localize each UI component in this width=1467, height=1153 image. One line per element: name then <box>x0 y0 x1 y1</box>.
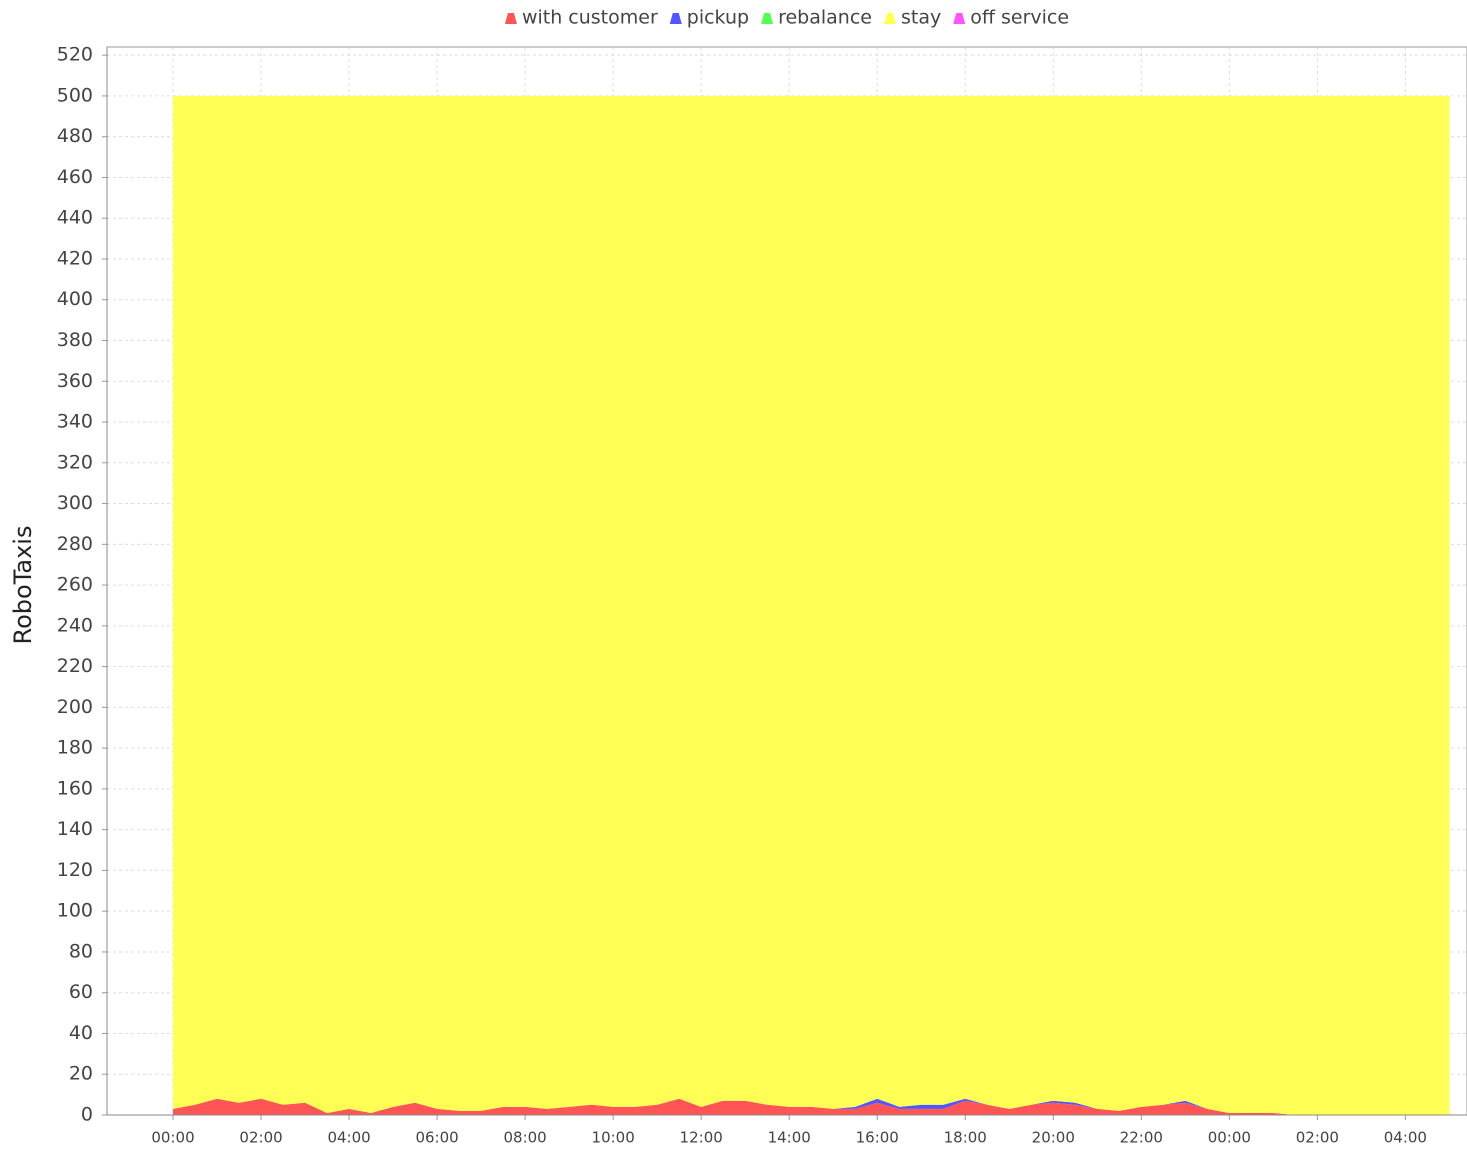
x-tick-label: 04:00 <box>327 1129 370 1147</box>
y-tick-label: 440 <box>57 207 93 229</box>
x-tick-label: 00:00 <box>151 1129 194 1147</box>
y-tick-label: 100 <box>57 900 93 922</box>
x-tick-label: 04:00 <box>1384 1129 1427 1147</box>
y-tick-label: 320 <box>57 451 93 473</box>
legend-label: off service <box>970 7 1069 29</box>
x-tick-label: 20:00 <box>1032 1129 1075 1147</box>
y-tick-label: 420 <box>57 247 93 269</box>
x-tick-label: 08:00 <box>504 1129 547 1147</box>
y-tick-label: 260 <box>57 574 93 596</box>
y-tick-label: 180 <box>57 737 93 759</box>
y-tick-label: 20 <box>69 1063 93 1085</box>
y-tick-label: 500 <box>57 84 93 106</box>
y-tick-label: 340 <box>57 411 93 433</box>
x-tick-label: 22:00 <box>1120 1129 1163 1147</box>
x-tick-label: 10:00 <box>592 1129 635 1147</box>
x-tick-label: 16:00 <box>856 1129 899 1147</box>
area <box>173 1098 1450 1115</box>
y-tick-label: 380 <box>57 329 93 351</box>
y-tick-label: 280 <box>57 533 93 555</box>
y-tick-label: 140 <box>57 818 93 840</box>
legend-swatch <box>669 13 682 24</box>
y-tick-label: 400 <box>57 288 93 310</box>
y-tick-label: 40 <box>69 1022 93 1044</box>
legend-swatch <box>761 13 774 24</box>
y-tick-label: 120 <box>57 859 93 881</box>
y-tick-label: 460 <box>57 166 93 188</box>
legend-label: with customer <box>522 7 658 29</box>
y-tick-label: 300 <box>57 492 93 514</box>
y-tick-label: 200 <box>57 696 93 718</box>
x-tick-label: 18:00 <box>944 1129 987 1147</box>
y-tick-label: 360 <box>57 370 93 392</box>
y-tick-label: 60 <box>69 981 93 1003</box>
x-tick-label: 02:00 <box>239 1129 282 1147</box>
y-tick-label: 160 <box>57 777 93 799</box>
x-tick-label: 14:00 <box>768 1129 811 1147</box>
legend-label: stay <box>901 7 941 29</box>
legend-swatch <box>883 13 896 24</box>
y-tick-label: 240 <box>57 614 93 636</box>
y-axis-label: RoboTaxis <box>9 526 37 645</box>
x-tick-label: 00:00 <box>1208 1129 1251 1147</box>
legend-swatch <box>953 13 966 24</box>
legend-label: rebalance <box>778 7 872 29</box>
y-tick-label: 480 <box>57 125 93 147</box>
y-tick-label: 520 <box>57 44 93 66</box>
legend-label: pickup <box>687 7 749 29</box>
area <box>173 95 1450 1116</box>
x-tick-label: 06:00 <box>415 1129 458 1147</box>
legend-swatch <box>504 13 517 24</box>
legend: with customer pickup rebalance stay off serv… <box>504 7 1069 29</box>
x-tick-label: 12:00 <box>680 1129 723 1147</box>
x-tick-label: 02:00 <box>1296 1129 1339 1147</box>
y-tick-label: 0 <box>81 1104 93 1126</box>
y-tick-label: 80 <box>69 940 93 962</box>
y-tick-label: 220 <box>57 655 93 677</box>
